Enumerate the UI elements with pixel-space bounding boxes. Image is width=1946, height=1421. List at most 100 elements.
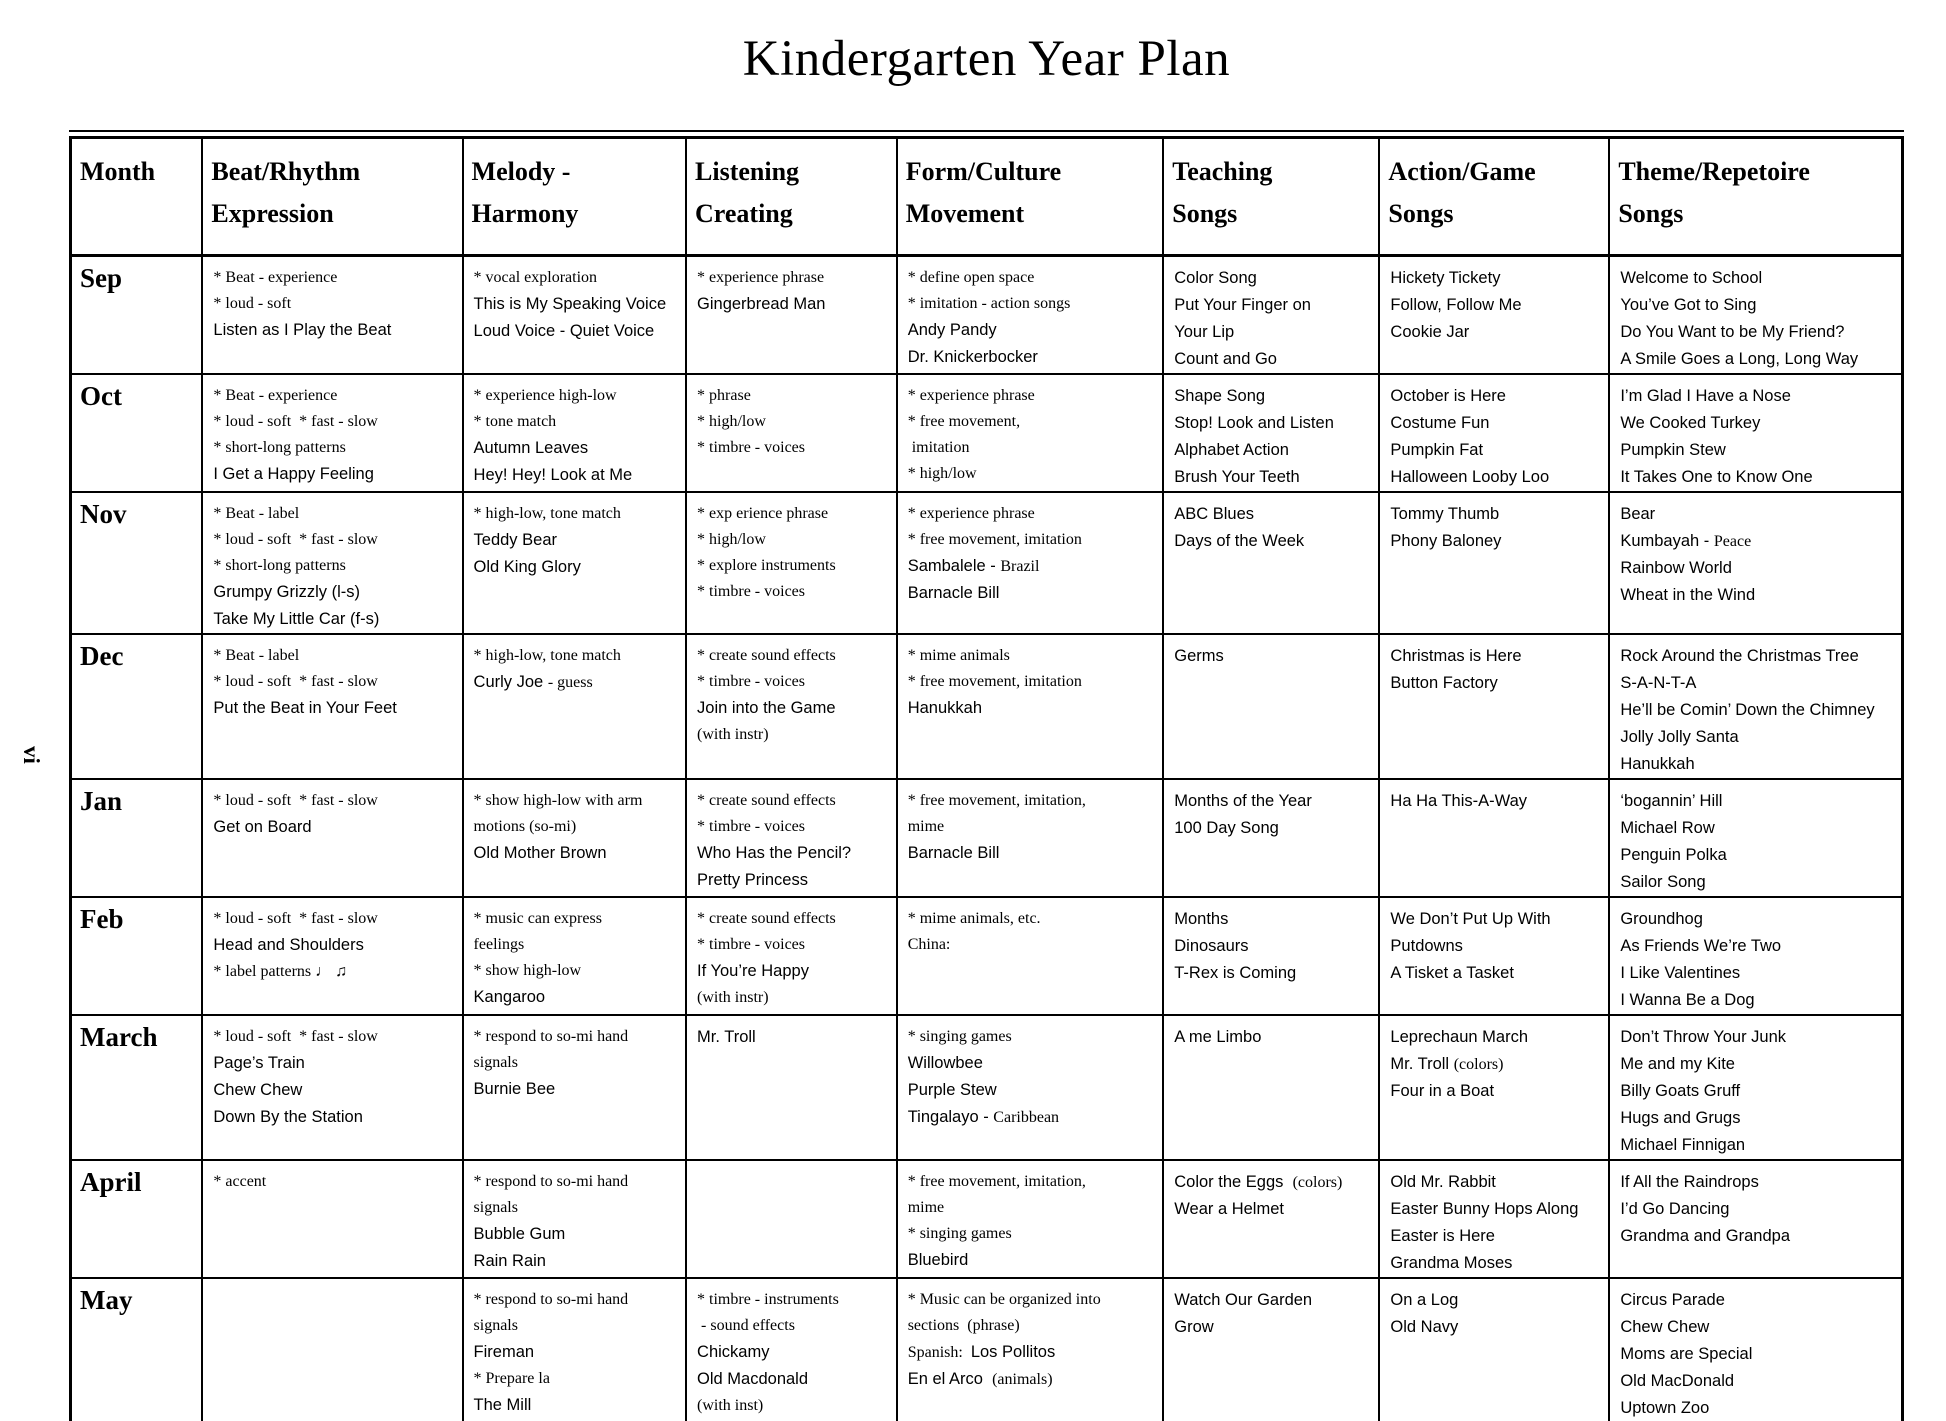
cell-line: * loud - soft * fast - slow — [213, 906, 455, 932]
cell-line: Ha Ha This-A-Way — [1390, 788, 1602, 815]
text-segment: A Smile Goes a Long, Long Way — [1620, 350, 1859, 368]
text-segment: * Beat - label — [213, 505, 300, 522]
text-segment: Wear a Helmet — [1174, 1200, 1284, 1218]
text-segment: (animals) — [992, 1371, 1053, 1388]
cell-line: I Like Valentines — [1620, 960, 1895, 987]
text-segment: Grandma and Grandpa — [1620, 1227, 1791, 1245]
table-cell: * phrase * high/low * timbre - voices — [685, 373, 898, 493]
text-segment: * timbre - voices — [697, 818, 805, 835]
cell-line: * experience high-low — [474, 383, 680, 409]
table-cell: Bear Kumbayah - Peace Rainbow World Wheat i… — [1608, 491, 1904, 635]
table-cell: * accent — [201, 1159, 464, 1279]
cell-line: * music can express — [474, 906, 680, 932]
cell-line: Shape Song — [1174, 383, 1372, 410]
text-segment: Join into the Game — [697, 699, 836, 717]
text-segment: * accent — [213, 1173, 267, 1190]
cell-line: Alphabet Action — [1174, 437, 1372, 464]
table-cell — [685, 1159, 898, 1279]
row-month-label: Oct — [69, 373, 204, 493]
cell-line: Stop! Look and Listen — [1174, 410, 1372, 437]
cell-line: * timbre - voices — [697, 579, 890, 605]
text-segment: Color Song — [1174, 269, 1257, 287]
cell-line: * loud - soft * fast - slow — [213, 409, 455, 435]
text-segment: (with instr) — [697, 989, 769, 1006]
cell-line: A Smile Goes a Long, Long Way — [1620, 346, 1895, 372]
text-segment: A me Limbo — [1174, 1028, 1262, 1046]
cell-line: * singing games — [908, 1024, 1157, 1050]
cell-line: ABC Blues — [1174, 501, 1372, 528]
cell-line: * free movement, imitation, — [908, 788, 1157, 814]
text-segment: * mime animals, etc. — [907, 910, 1041, 927]
cell-line: ‘bogannin’ Hill — [1620, 788, 1895, 815]
text-segment: * high/low — [697, 531, 766, 548]
column-header: Teaching Songs — [1162, 136, 1381, 257]
text-segment: * timbre - voices — [697, 439, 805, 456]
table-cell: * create sound effects * timbre - voices J… — [685, 633, 898, 780]
text-segment: Billy Goats Gruff — [1620, 1082, 1741, 1100]
text-segment: * Music can be organized into — [907, 1291, 1101, 1308]
text-segment: Wheat in the Wind — [1620, 586, 1756, 604]
column-header-line: Melody - — [471, 157, 571, 186]
cell-line: We Don’t Put Up With — [1390, 906, 1602, 933]
cell-line: * high-low, tone match — [474, 501, 680, 527]
cell-line: * timbre - voices — [697, 814, 890, 840]
cell-line: * free movement, — [908, 409, 1157, 435]
cell-line: Button Factory — [1390, 670, 1602, 697]
text-segment: Page’s Train — [213, 1054, 305, 1072]
table-cell: * experience high-low * tone match Autumn … — [461, 373, 688, 493]
cell-line: Brush Your Teeth — [1174, 464, 1372, 490]
text-segment: motions (so-mi) — [473, 818, 577, 835]
table-cell: Christmas is Here Button Factory — [1378, 633, 1611, 780]
cell-line: * define open space — [908, 265, 1157, 291]
cell-line: It Takes One to Know One — [1620, 464, 1895, 490]
cell-line: * timbre - voices — [697, 669, 890, 695]
cell-line: Your Lip — [1174, 319, 1372, 346]
text-segment: Penguin Polka — [1620, 846, 1727, 864]
cell-line: * imitation - action songs — [908, 291, 1157, 317]
cell-line: Dinosaurs — [1174, 933, 1372, 960]
cell-line: Gingerbread Man — [697, 291, 890, 318]
text-segment: Count and Go — [1174, 350, 1277, 368]
cell-line: * exp erience phrase — [697, 501, 890, 527]
text-segment: * loud - soft * fast - slow — [213, 673, 378, 690]
text-segment: * short-long patterns — [213, 557, 346, 574]
table-cell: * timbre - instruments - sound effects Ch… — [685, 1277, 898, 1421]
column-header-line: Theme/Repetoire — [1618, 157, 1810, 186]
text-segment: imitation — [907, 439, 970, 456]
text-segment: S-A-N-T-A — [1620, 674, 1697, 692]
cell-line: A me Limbo — [1174, 1024, 1372, 1051]
text-segment: Groundhog — [1620, 910, 1703, 928]
text-segment: October is Here — [1390, 387, 1506, 405]
text-segment: * timbre - instruments — [697, 1291, 839, 1308]
text-segment: * free movement, — [907, 413, 1021, 430]
text-segment: Four in a Boat — [1390, 1082, 1495, 1100]
text-segment: * free movement, imitation — [907, 673, 1082, 690]
text-segment: * free movement, imitation, — [907, 1173, 1086, 1190]
cell-line: * free movement, imitation, — [908, 1169, 1157, 1195]
column-header: Theme/Repetoire Songs — [1608, 136, 1904, 257]
cell-line: Chew Chew — [1620, 1314, 1895, 1341]
cell-line: (with inst) — [697, 1393, 890, 1419]
text-segment: signals — [473, 1054, 518, 1071]
text-segment: A Tisket a Tasket — [1390, 964, 1514, 982]
cell-line: Penguin Polka — [1620, 842, 1895, 869]
cell-line: * mime animals — [908, 643, 1157, 669]
text-segment: Grumpy Grizzly (l-s) — [213, 583, 361, 601]
text-segment: * label patterns ♩ ♫ — [213, 963, 348, 980]
text-segment: You’ve Got to Sing — [1620, 296, 1757, 314]
page-title: Kindergarten Year Plan — [742, 31, 1231, 87]
text-segment: Autumn Leaves — [473, 439, 589, 457]
cell-line: If All the Raindrops — [1620, 1169, 1895, 1196]
text-segment: Mr. Troll — [697, 1028, 756, 1046]
text-segment: Chew Chew — [1620, 1318, 1710, 1336]
text-segment: mime — [907, 1199, 945, 1216]
cell-line: Old Mr. Rabbit — [1390, 1169, 1602, 1196]
text-segment: sections (phrase) — [907, 1317, 1020, 1334]
cell-line: Tommy Thumb — [1390, 501, 1602, 528]
table-cell: * free movement, imitation, mime * singing… — [895, 1159, 1165, 1279]
text-segment: Old MacDonald — [1620, 1372, 1735, 1390]
cell-line: * timbre - voices — [697, 932, 890, 958]
cell-line: Rainbow World — [1620, 555, 1895, 582]
table-cell: Months Dinosaurs T-Rex is Coming — [1162, 896, 1381, 1016]
text-segment: Jolly Jolly Santa — [1620, 728, 1739, 746]
